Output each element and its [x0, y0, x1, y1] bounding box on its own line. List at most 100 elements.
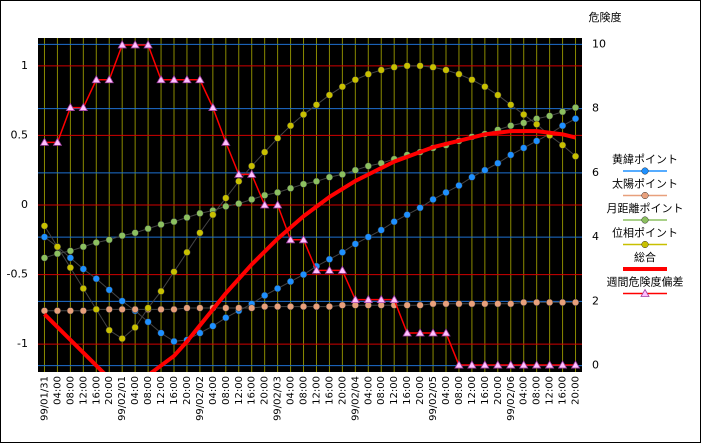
point: [208, 102, 218, 111]
point: [429, 300, 437, 308]
x-tick-label: 16:00: [480, 376, 491, 405]
x-tick-label: 20:00: [493, 376, 504, 405]
point: [299, 303, 308, 311]
y2-tick-label: 6: [592, 166, 599, 179]
point: [520, 144, 528, 152]
x-tick-label: 08:00: [65, 376, 76, 405]
point: [182, 74, 192, 84]
y2-tick-label: 4: [592, 230, 599, 243]
point: [157, 305, 165, 313]
point: [338, 170, 346, 178]
point: [92, 239, 100, 247]
point: [183, 213, 191, 222]
point: [351, 240, 359, 248]
x-tick-label: 20:00: [260, 376, 271, 405]
point: [494, 300, 502, 308]
x-tick-label: 12:00: [545, 376, 556, 405]
y-tick-label: -0.5: [7, 268, 28, 281]
point: [131, 305, 139, 313]
legend-label: 月距離ポイント: [607, 201, 684, 215]
point: [559, 298, 567, 306]
point: [287, 122, 295, 130]
point: [390, 63, 398, 71]
point: [78, 102, 89, 111]
point: [235, 200, 243, 208]
y2-tick-label: 2: [592, 294, 599, 307]
point: [416, 204, 424, 212]
x-tick-label: 16:00: [169, 376, 180, 405]
point: [40, 254, 49, 262]
legend-marker: [640, 288, 650, 297]
x-tick-label: 12:00: [467, 376, 478, 405]
point: [53, 243, 61, 251]
point: [157, 220, 165, 229]
point: [209, 211, 217, 219]
point: [311, 265, 322, 274]
point: [105, 236, 113, 244]
point: [118, 305, 126, 313]
x-tick-label: 12:00: [389, 376, 400, 405]
point: [66, 254, 74, 262]
point: [455, 300, 463, 308]
point: [389, 294, 399, 304]
point: [546, 112, 554, 120]
point: [104, 74, 114, 84]
point: [325, 255, 333, 263]
point: [468, 76, 476, 84]
point: [52, 137, 63, 146]
point: [325, 173, 333, 181]
point: [544, 360, 555, 369]
point: [248, 162, 256, 170]
point: [235, 177, 243, 185]
point: [118, 297, 126, 305]
point: [259, 200, 270, 209]
point: [481, 166, 489, 174]
point: [559, 108, 567, 116]
point: [415, 328, 425, 337]
point: [377, 66, 385, 74]
point: [338, 83, 346, 91]
point: [196, 229, 204, 237]
point: [285, 234, 296, 244]
point: [261, 291, 269, 300]
x-tick-label: 20:00: [104, 376, 115, 405]
x-tick-label: 08:00: [299, 376, 310, 405]
x-tick-label: 12:00: [156, 376, 167, 405]
point: [363, 294, 373, 304]
point: [248, 195, 256, 203]
point: [364, 233, 372, 241]
point: [143, 40, 153, 49]
point: [377, 226, 385, 234]
point: [324, 265, 335, 274]
point: [274, 134, 282, 142]
plot: [39, 40, 581, 372]
point: [455, 181, 463, 190]
x-tick-label: 08:00: [221, 376, 232, 405]
point: [312, 177, 321, 185]
x-tick-label: 08:00: [376, 376, 387, 405]
y-tick-label: 0: [21, 198, 28, 211]
point: [274, 188, 282, 197]
x-tick-label: 99/02/04: [350, 376, 361, 421]
point: [299, 271, 308, 279]
x-tick-label: 04:00: [441, 376, 452, 405]
point: [157, 329, 165, 337]
point: [559, 141, 567, 149]
y2-tick-label: 8: [592, 102, 599, 115]
point: [520, 110, 528, 119]
x-tick-label: 04:00: [208, 376, 219, 405]
point: [571, 115, 580, 123]
x-tick-label: 99/02/06: [506, 376, 517, 421]
point: [376, 294, 386, 304]
point: [170, 305, 178, 313]
point: [92, 275, 100, 283]
point: [351, 166, 359, 174]
point: [92, 305, 100, 313]
point: [66, 264, 74, 272]
point: [170, 268, 178, 276]
point: [441, 328, 451, 337]
point: [79, 284, 87, 293]
point: [222, 202, 230, 210]
point: [195, 74, 205, 84]
point: [403, 211, 411, 219]
